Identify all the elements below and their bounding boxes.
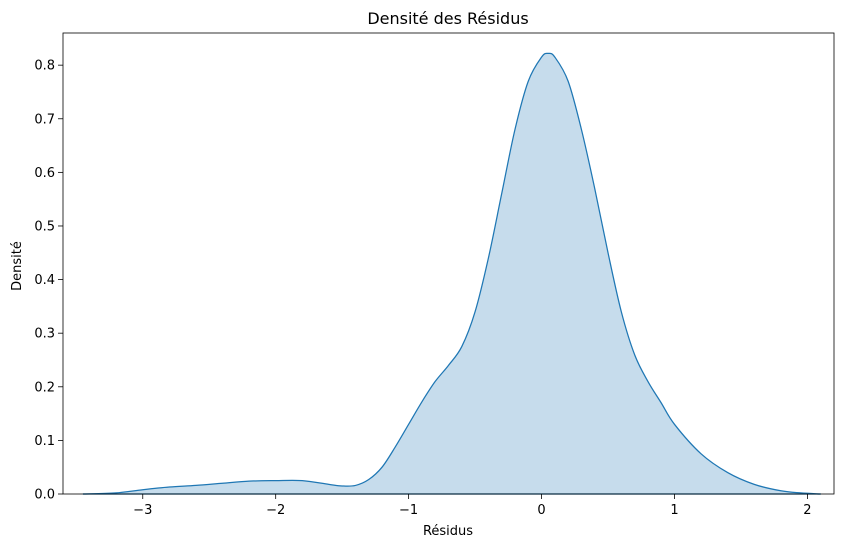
y-tick-label: 0.2 — [34, 380, 55, 395]
y-tick-label: 0.0 — [34, 488, 55, 503]
y-tick-label: 0.5 — [34, 219, 55, 234]
y-tick-label: 0.7 — [34, 112, 55, 127]
chart-title: Densité des Résidus — [367, 9, 528, 28]
x-tick-label: 0 — [537, 503, 545, 518]
plot-area — [82, 52, 821, 495]
x-axis-label: Résidus — [423, 524, 473, 539]
y-tick-label: 0.3 — [34, 327, 55, 342]
y-tick-label: 0.8 — [34, 59, 55, 74]
y-tick-label: 0.1 — [34, 434, 55, 449]
x-tick-label: −2 — [266, 503, 285, 518]
y-tick-label: 0.6 — [34, 166, 55, 181]
density-line — [82, 52, 821, 495]
y-axis-label: Densité — [10, 241, 25, 291]
x-tick-label: 2 — [803, 503, 811, 518]
density-area — [82, 53, 821, 495]
axes: −3 −2 −1 0 1 2 0.0 0.1 0.2 0.3 0.4 0.5 0.6 0.7 0.8 — [34, 32, 835, 518]
plot-frame — [62, 32, 835, 495]
x-tick-label: −3 — [133, 503, 152, 518]
x-tick-label: −1 — [399, 503, 418, 518]
x-tick-label: 1 — [670, 503, 678, 518]
y-tick-label: 0.4 — [34, 273, 55, 288]
